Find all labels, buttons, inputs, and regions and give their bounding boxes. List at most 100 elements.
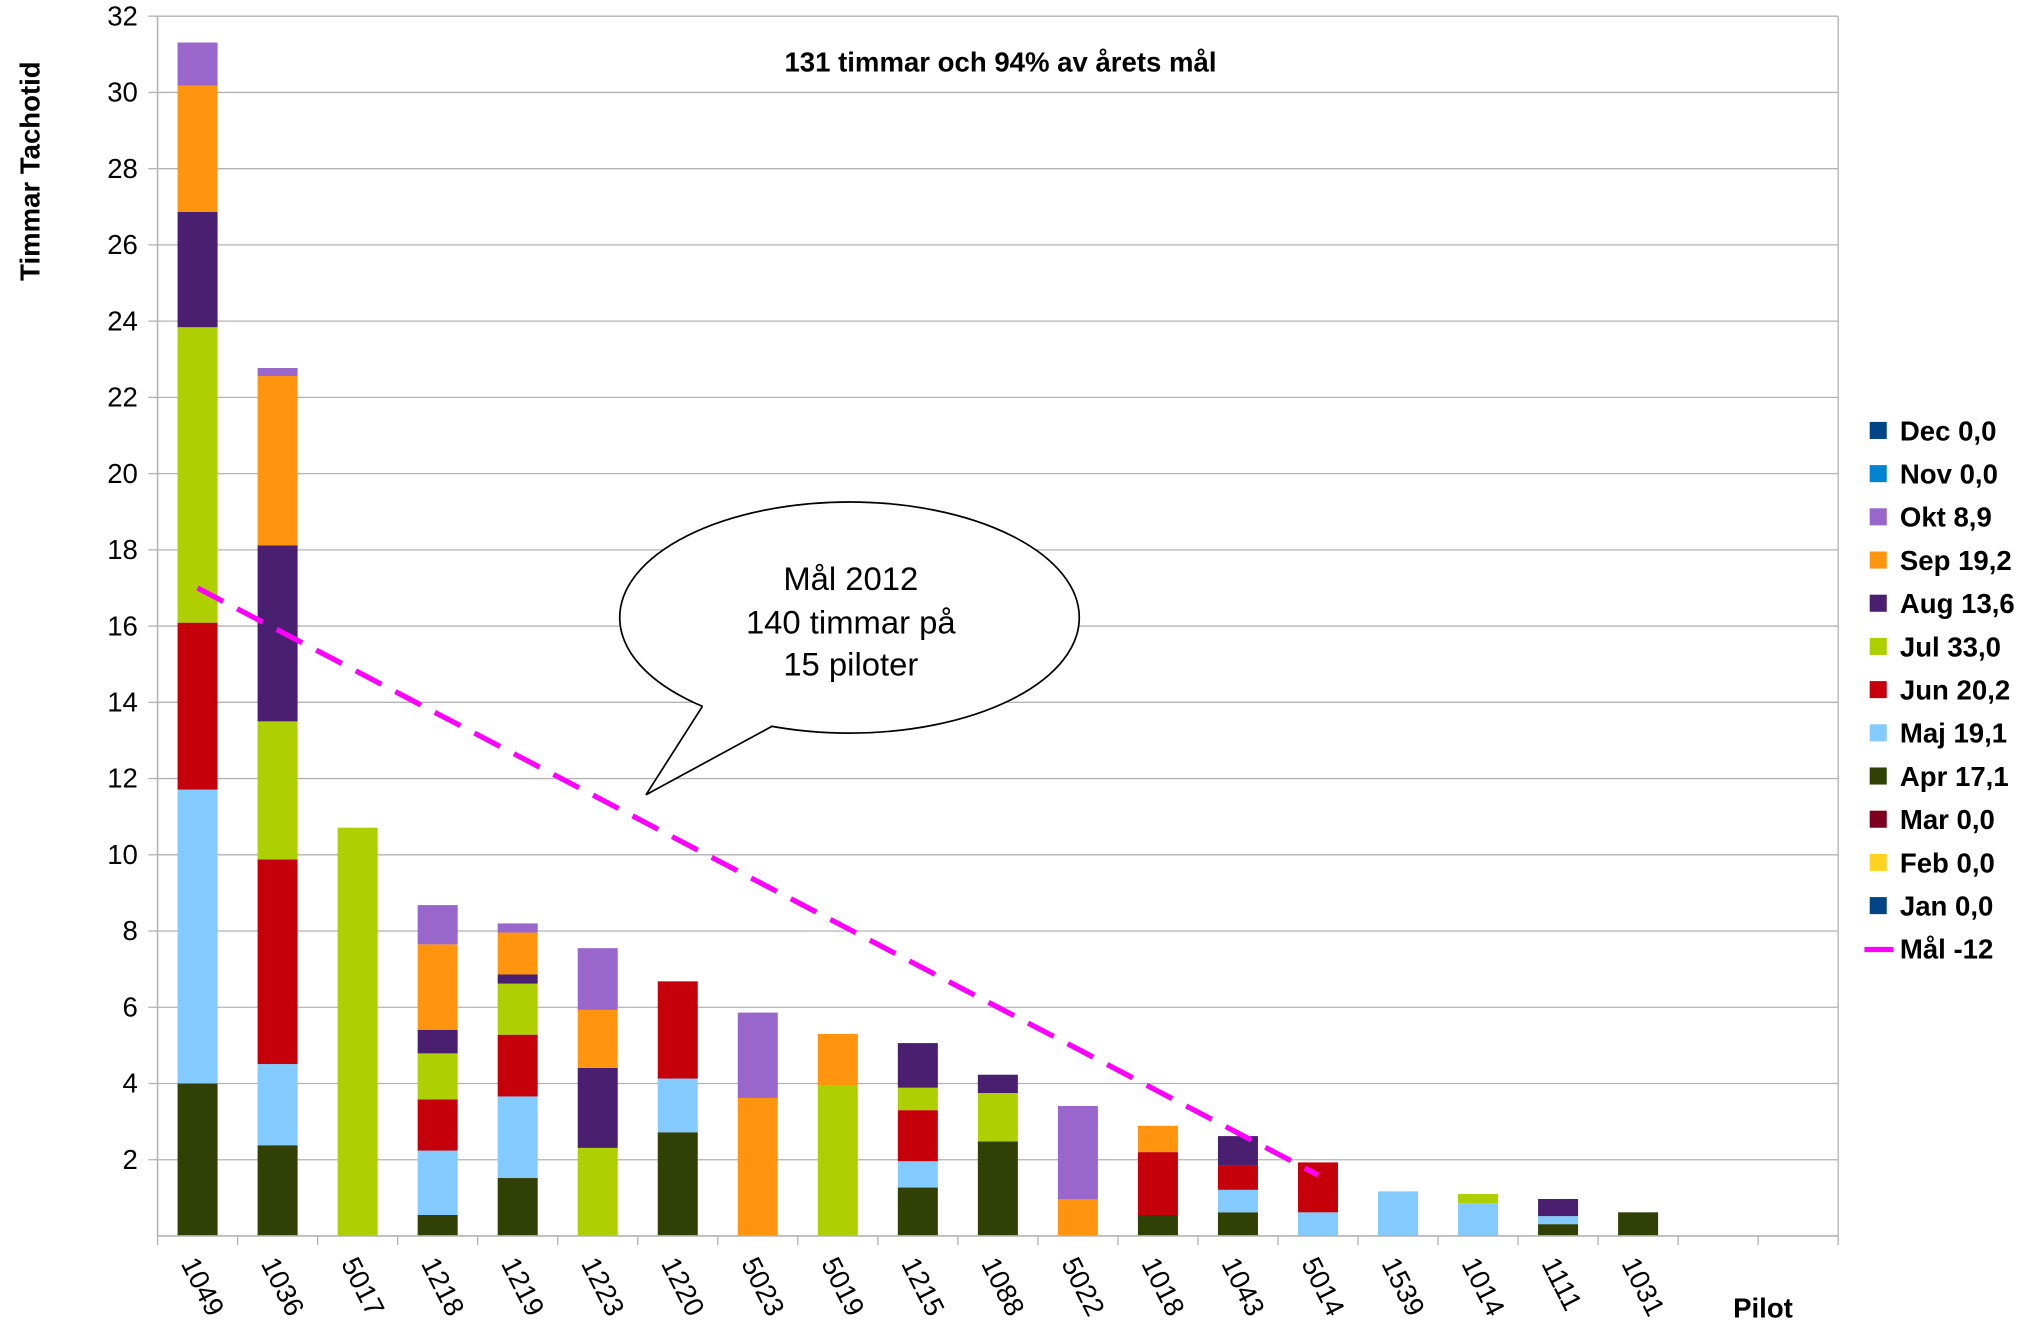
bar-1111-apr [1538,1224,1579,1236]
bar-1218-jul [417,1053,458,1100]
bar-1018-jun [1137,1152,1178,1215]
bar-1218-sep [417,944,458,1030]
y-tick-label: 24 [107,305,138,336]
bar-1215-apr [897,1187,938,1236]
legend-label: Nov 0,0 [1900,458,1998,489]
callout-bubble: Mål 2012 140 timmar på 15 piloter [618,501,1081,796]
bar-1049-aug [177,211,218,328]
legend-label: Maj 19,1 [1900,718,2007,749]
legend-item-dec: Dec 0,0 [1869,415,1997,446]
bars-layer [177,42,1659,1236]
bar-1036-jun [257,859,298,1065]
bar-1223-aug [577,1067,618,1148]
y-tick-label: 4 [123,1068,138,1099]
legend-item-aug: Aug 13,6 [1869,588,2015,619]
bar-1539-maj [1378,1191,1419,1236]
legend-label: Sep 19,2 [1900,545,2012,576]
bar-1219-apr [497,1178,538,1236]
bar-1220-apr [657,1132,698,1236]
bar-1043-apr [1217,1212,1258,1236]
callout-line-3: 15 piloter [783,645,918,682]
legend-label: Jan 0,0 [1900,890,1993,921]
bar-5017-jul [337,827,378,1236]
legend-item-mar: Mar 0,0 [1869,804,1995,835]
bar-1215-jul [897,1087,938,1111]
bar-5022-okt [1057,1105,1098,1200]
legend-swatch [1869,594,1887,612]
bar-1218-jun [417,1099,458,1151]
y-axis-label: Timmar Tachotid [14,61,45,281]
legend-label: Mar 0,0 [1900,804,1995,835]
bar-1031-apr [1618,1212,1659,1236]
y-tick-label: 18 [107,534,138,565]
legend-item-feb: Feb 0,0 [1869,847,1995,878]
y-tick-label: 22 [107,382,138,413]
bar-1111-maj [1538,1216,1579,1225]
bar-1219-jul [497,983,538,1035]
bar-1218-aug [417,1029,458,1054]
bar-1049-maj [177,789,218,1084]
bar-1018-sep [1137,1125,1178,1153]
goal-line [196,585,1320,1178]
bar-5022-sep [1057,1199,1098,1236]
bar-1215-jun [897,1110,938,1162]
bar-1220-jun [657,981,698,1079]
bar-1215-maj [897,1161,938,1188]
bar-1043-aug [1217,1136,1258,1166]
bar-1014-maj [1458,1203,1499,1236]
callout-line-1: Mål 2012 [783,560,918,597]
legend-item-maj: Maj 19,1 [1869,718,2007,749]
legend-item-sep: Sep 19,2 [1869,545,2012,576]
bar-1218-apr [417,1214,458,1236]
legend-label: Okt 8,9 [1900,502,1992,533]
bar-1219-aug [497,974,538,984]
bar-1223-jul [577,1147,618,1236]
goal-line-layer [196,585,1320,1178]
bar-1088-aug [977,1074,1018,1094]
y-tick-label: 26 [107,229,138,260]
legend-item-nov: Nov 0,0 [1869,458,1998,489]
legend-swatch [1869,508,1887,526]
legend-swatch [1869,465,1887,483]
bar-1219-jun [497,1034,538,1097]
legend-item-jul: Jul 33,0 [1869,631,2001,662]
bar-1088-apr [977,1141,1018,1236]
bar-1049-sep [177,85,218,212]
legend-label: Mål -12 [1900,934,1993,965]
legend-item-apr: Apr 17,1 [1869,761,2009,792]
bar-1036-sep [257,376,298,546]
y-tick-label: 32 [107,0,138,31]
legend-label: Dec 0,0 [1900,415,1997,446]
legend-item-goal: Mål -12 [1864,934,1993,965]
bar-1219-maj [497,1096,538,1179]
bar-1036-okt [257,368,298,377]
legend-swatch [1869,897,1887,915]
bar-1049-okt [177,42,218,86]
y-tick-label: 8 [123,915,138,946]
bar-1088-jul [977,1093,1018,1142]
y-tick-label: 10 [107,839,138,870]
y-tick-label: 16 [107,610,138,641]
x-axis-label: Pilot [1733,1292,1793,1323]
bar-1215-aug [897,1043,938,1088]
callout-tail [645,705,773,796]
legend-swatch [1869,810,1887,828]
legend-label: Jun 20,2 [1900,674,2010,705]
legend-swatch [1869,767,1887,785]
bar-1223-sep [577,1009,618,1068]
bar-1220-maj [657,1078,698,1133]
bar-5019-jul [817,1085,858,1236]
legend-label: Apr 17,1 [1900,761,2009,792]
bar-1219-okt [497,923,538,933]
bar-1036-apr [257,1145,298,1236]
bar-5014-maj [1297,1212,1338,1236]
bar-5019-sep [817,1033,858,1086]
bar-5023-sep [737,1097,778,1236]
y-tick-label: 6 [123,991,138,1022]
bar-1014-jul [1458,1194,1499,1204]
legend: Dec 0,0 Nov 0,0 Okt 8,9 Sep 19,2 Aug 13,6 Jul… [1864,415,2015,965]
bar-1219-sep [497,932,538,975]
y-tick-label: 20 [107,458,138,489]
